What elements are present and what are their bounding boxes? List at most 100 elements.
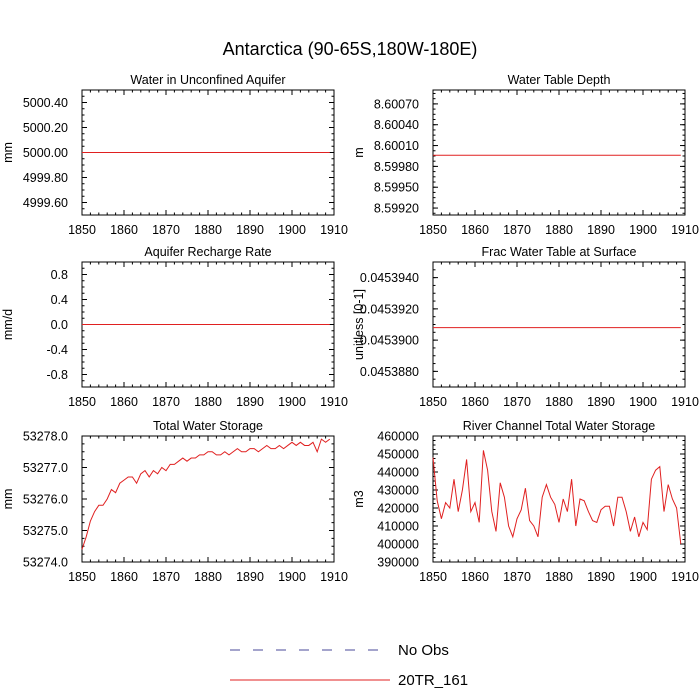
x-tick-label: 1880 <box>194 223 222 237</box>
x-tick-label: 1850 <box>419 223 447 237</box>
panel-title: River Channel Total Water Storage <box>463 419 656 433</box>
x-tick-label: 1870 <box>503 395 531 409</box>
y-axis-label: m <box>352 147 366 157</box>
x-tick-label: 1910 <box>320 395 348 409</box>
y-tick-label: 8.60070 <box>374 97 419 111</box>
x-tick-label: 1890 <box>587 223 615 237</box>
x-tick-label: 1850 <box>68 223 96 237</box>
x-tick-label: 1900 <box>629 395 657 409</box>
panel-title: Water Table Depth <box>508 73 611 87</box>
x-tick-label: 1890 <box>587 570 615 584</box>
y-axis-label: unitless [0-1] <box>352 289 366 360</box>
x-tick-label: 1880 <box>545 570 573 584</box>
y-tick-label: 8.59980 <box>374 160 419 174</box>
legend-label-20tr-161: 20TR_161 <box>398 672 468 689</box>
x-tick-label: 1910 <box>671 395 699 409</box>
x-tick-label: 1900 <box>629 223 657 237</box>
y-tick-label: 8.59920 <box>374 202 419 216</box>
panel-3: Aquifer Recharge Rate 1850 1860 1870 1880 189… <box>1 245 348 409</box>
main-title: Antarctica (90-65S,180W-180E) <box>223 39 478 59</box>
x-tick-label: 1860 <box>461 223 489 237</box>
y-tick-label: 0.0453940 <box>360 271 419 285</box>
x-tick-label: 1910 <box>671 223 699 237</box>
y-tick-label: 390000 <box>377 556 419 570</box>
y-tick-label: 400000 <box>377 538 419 552</box>
x-tick-label: 1890 <box>236 223 264 237</box>
x-tick-label: 1890 <box>236 395 264 409</box>
y-tick-label: 440000 <box>377 466 419 480</box>
y-tick-label: 0.8 <box>51 268 68 282</box>
x-tick-label: 1910 <box>320 223 348 237</box>
panel-title: Water in Unconfined Aquifer <box>130 73 285 87</box>
x-tick-label: 1870 <box>503 570 531 584</box>
x-tick-label: 1850 <box>419 570 447 584</box>
y-tick-label: 4999.60 <box>23 196 68 210</box>
x-tick-label: 1860 <box>110 570 138 584</box>
plot-frame <box>81 435 335 563</box>
y-tick-label: 0.4 <box>51 293 68 307</box>
y-axis-label: m3 <box>352 490 366 507</box>
y-tick-label: 8.60040 <box>374 118 419 132</box>
y-tick-label: 5000.40 <box>23 96 68 110</box>
y-tick-label: 53278.0 <box>23 430 68 444</box>
plot-frame <box>432 89 686 216</box>
y-tick-label: 0.0453900 <box>360 334 419 348</box>
x-tick-label: 1860 <box>110 223 138 237</box>
x-tick-label: 1900 <box>278 223 306 237</box>
y-tick-label: 430000 <box>377 484 419 498</box>
x-tick-label: 1850 <box>68 570 96 584</box>
x-tick-label: 1890 <box>236 570 264 584</box>
panel-title: Total Water Storage <box>153 419 263 433</box>
y-tick-label: 460000 <box>377 430 419 444</box>
y-tick-label: 8.60010 <box>374 139 419 153</box>
y-tick-label: 0.0453920 <box>360 302 419 316</box>
y-tick-label: 0.0 <box>51 318 68 332</box>
x-tick-label: 1870 <box>152 223 180 237</box>
x-tick-label: 1880 <box>545 223 573 237</box>
legend: No Obs 20TR_161 <box>230 642 468 689</box>
y-tick-label: 4999.80 <box>23 171 68 185</box>
panel-title: Aquifer Recharge Rate <box>144 245 271 259</box>
x-tick-label: 1860 <box>461 570 489 584</box>
y-tick-label: 8.59950 <box>374 181 419 195</box>
panel-5: Total Water Storage 1850 1860 1870 1880 1890 1… <box>1 419 348 584</box>
y-tick-label: 53275.0 <box>23 524 68 538</box>
y-tick-label: 5000.20 <box>23 121 68 135</box>
panel-6: River Channel Total Water Storage 1850 186… <box>352 419 699 584</box>
panel-title: Frac Water Table at Surface <box>482 245 637 259</box>
panel-2: Water Table Depth 1850 1860 1870 1880 1890 190… <box>352 73 699 237</box>
legend-label-no-obs: No Obs <box>398 642 449 659</box>
x-tick-label: 1910 <box>320 570 348 584</box>
panel-4: Frac Water Table at Surface 1850 1860 1870 1… <box>352 245 699 409</box>
y-tick-label: 410000 <box>377 520 419 534</box>
x-tick-label: 1850 <box>419 395 447 409</box>
x-tick-label: 1860 <box>461 395 489 409</box>
y-tick-label: 53277.0 <box>23 461 68 475</box>
plot-frame <box>432 435 686 563</box>
x-tick-label: 1870 <box>152 395 180 409</box>
plot-frame <box>432 261 686 388</box>
series-line-20tr-161 <box>81 438 331 550</box>
y-tick-label: -0.8 <box>46 368 68 382</box>
x-tick-label: 1870 <box>503 223 531 237</box>
x-tick-label: 1850 <box>68 395 96 409</box>
y-tick-label: 5000.00 <box>23 146 68 160</box>
x-tick-label: 1890 <box>587 395 615 409</box>
x-tick-label: 1900 <box>278 570 306 584</box>
y-tick-label: 53276.0 <box>23 493 68 507</box>
x-tick-label: 1870 <box>152 570 180 584</box>
x-tick-label: 1880 <box>194 570 222 584</box>
y-tick-label: -0.4 <box>46 343 68 357</box>
x-tick-label: 1900 <box>278 395 306 409</box>
y-axis-label: mm/d <box>1 309 15 340</box>
y-tick-label: 420000 <box>377 502 419 516</box>
x-tick-label: 1910 <box>671 570 699 584</box>
panel-1: Water in Unconfined Aquifer 1850 1860 1870 1… <box>1 73 348 237</box>
x-tick-label: 1860 <box>110 395 138 409</box>
x-tick-label: 1880 <box>545 395 573 409</box>
panels: Water in Unconfined Aquifer 1850 1860 1870 1… <box>1 73 699 584</box>
x-tick-label: 1880 <box>194 395 222 409</box>
y-tick-label: 0.0453880 <box>360 365 419 379</box>
y-axis-label: mm <box>1 142 15 163</box>
